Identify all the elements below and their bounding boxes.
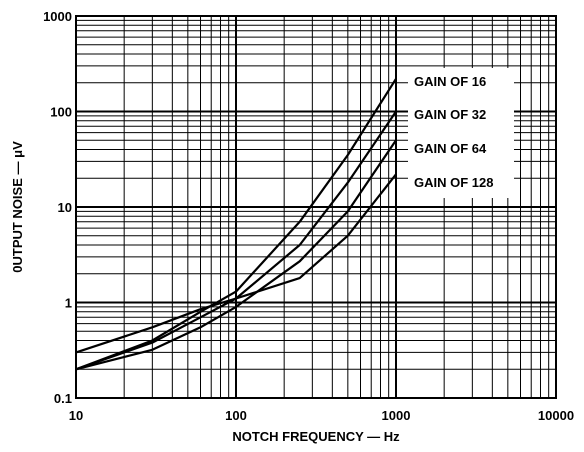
plot-frame <box>75 15 557 399</box>
x-tick-labels: 10 100 1000 10000 <box>69 408 574 423</box>
y-tick-label: 1000 <box>43 9 72 24</box>
y-tick-label: 10 <box>58 200 72 215</box>
x-tick-label: 10 <box>69 408 83 423</box>
y-axis-title: 0UTPUT NOISE — μV <box>10 141 25 273</box>
y-tick-label: 0.1 <box>54 391 72 406</box>
series-label: GAIN OF 128 <box>414 175 493 190</box>
series-line <box>75 139 397 371</box>
series-label: GAIN OF 32 <box>414 107 486 122</box>
y-tick-label: 1 <box>65 296 72 311</box>
y-tick-labels: 0.1 1 10 100 1000 <box>43 9 72 406</box>
major-grid <box>76 16 556 398</box>
series-label: GAIN OF 64 <box>414 141 487 156</box>
series-lines <box>75 78 397 371</box>
x-tick-label: 1000 <box>382 408 411 423</box>
x-tick-label: 10000 <box>538 408 574 423</box>
series-line <box>75 173 397 354</box>
legend-background <box>408 68 514 198</box>
series-line <box>75 78 397 371</box>
series-labels: GAIN OF 16 GAIN OF 32 GAIN OF 64 GAIN OF 12… <box>414 74 493 190</box>
y-tick-label: 100 <box>50 105 72 120</box>
x-axis-title: NOTCH FREQUENCY — Hz <box>232 429 400 444</box>
x-tick-label: 100 <box>225 408 247 423</box>
series-label: GAIN OF 16 <box>414 74 486 89</box>
